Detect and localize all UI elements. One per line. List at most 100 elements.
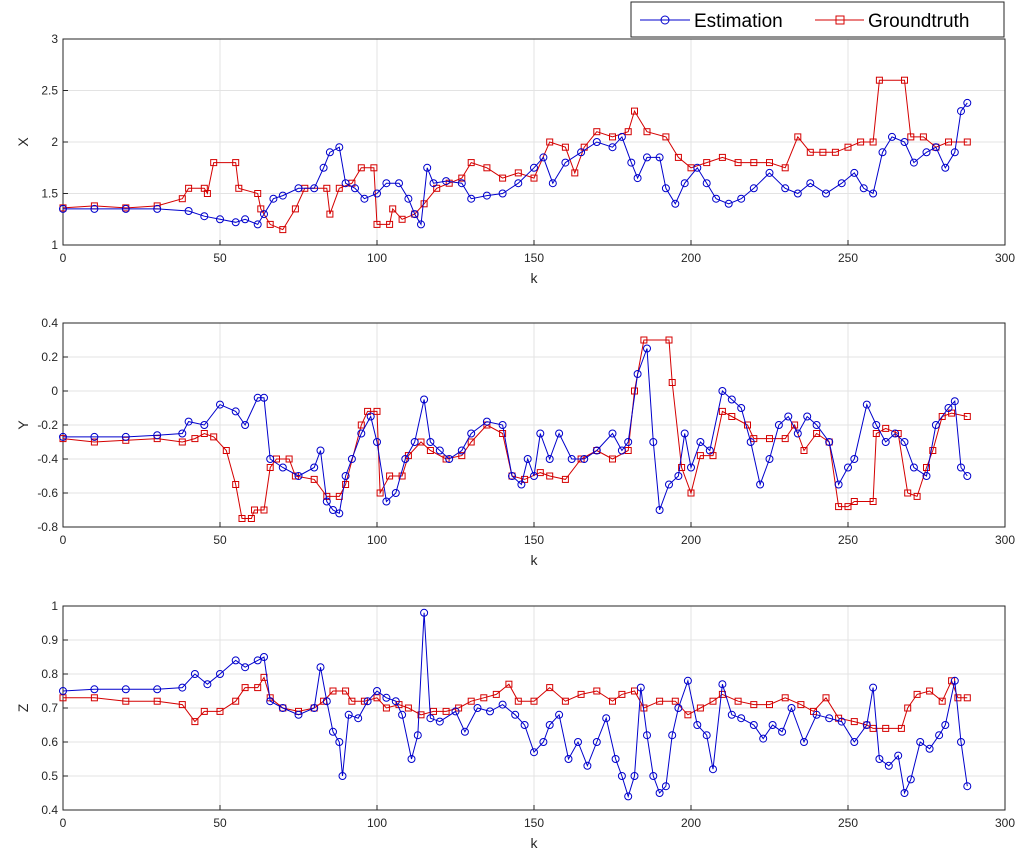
z-estimation-point: [850, 738, 859, 746]
y-groundtruth-point: [668, 379, 676, 386]
y-estimation-point: [266, 455, 275, 463]
x-estimation-point: [395, 179, 403, 188]
y-estimation-point: [765, 455, 774, 463]
x-estimation-point: [241, 215, 250, 224]
x-estimation-point: [963, 98, 972, 107]
z-estimation-point: [391, 697, 400, 706]
x-estimation-point: [749, 184, 758, 193]
x-estimation-point: [617, 132, 626, 141]
y-groundtruth-point: [850, 498, 858, 505]
x-groundtruth-point: [750, 159, 758, 167]
z-estimation-point: [530, 748, 538, 757]
x-groundtruth-point: [781, 164, 789, 172]
y-estimation-point: [774, 421, 783, 429]
legend: Estimation Groundtruth: [630, 1, 1005, 38]
z-estimation-point: [800, 738, 808, 746]
z-estimation-point: [190, 670, 199, 678]
y-estimation-point: [457, 446, 466, 455]
z-estimation-point: [935, 731, 944, 740]
y-estimation-point: [803, 412, 812, 421]
subplot-z: 0 50 100 150 200 250 300 0.4 0.5 0.6 0.7 0.8 0.9 1 k Z: [15, 599, 1015, 851]
z-estimation-point: [322, 697, 331, 706]
y-estimation-point: [90, 432, 99, 441]
y-estimation-point: [649, 438, 658, 446]
z-xtick-label: 0: [60, 816, 67, 830]
x-groundtruth-point: [907, 133, 915, 141]
x-estimation-point: [822, 189, 830, 198]
x-estimation-point: [850, 168, 859, 177]
z-estimation-point: [727, 710, 736, 719]
z-groundtruth-point: [122, 697, 130, 705]
x-groundtruth-point: [857, 138, 865, 146]
z-estimation-point: [153, 685, 162, 694]
z-groundtruth-point: [577, 690, 585, 698]
z-ytick-label: 0.6: [41, 735, 58, 749]
z-estimation-point: [310, 704, 319, 712]
z-groundtruth-line: [63, 676, 968, 729]
y-estimation-point: [844, 463, 852, 472]
z-groundtruth-point: [530, 697, 538, 705]
y-estimation-point: [793, 429, 802, 438]
y-estimation-point: [812, 421, 821, 429]
x-groundtruth-point: [398, 215, 406, 223]
x-ytick-label: 3: [51, 32, 58, 46]
y-groundtruth-point: [90, 438, 98, 446]
y-groundtruth-point: [913, 492, 921, 500]
x-xtick-label: 200: [681, 251, 701, 265]
z-estimation-point: [335, 738, 344, 746]
z-estimation-point: [655, 789, 664, 797]
x-groundtruth-point: [794, 133, 802, 141]
z-estimation-point: [511, 710, 520, 719]
y-groundtruth-point: [835, 503, 843, 511]
x-estimation-point: [693, 163, 702, 172]
y-estimation-point: [530, 472, 538, 480]
y-groundtruth-point: [781, 435, 789, 443]
x-groundtruth-point: [901, 76, 908, 84]
x-xlabel: k: [531, 270, 539, 286]
x-estimation-point: [661, 184, 670, 193]
x-estimation-point: [643, 153, 651, 162]
x-groundtruth-point: [819, 148, 827, 156]
x-estimation-point: [121, 204, 130, 213]
y-groundtruth-point: [872, 430, 880, 437]
y-groundtruth-point: [285, 455, 293, 463]
x-estimation-point: [278, 191, 287, 200]
y-groundtruth-point: [844, 503, 852, 511]
x-groundtruth-point: [546, 138, 554, 146]
z-groundtruth-point: [684, 711, 692, 719]
x-ytick-label: 1.5: [41, 187, 58, 201]
x-estimation-point: [671, 199, 680, 208]
y-ytick-label: -0.2: [37, 418, 58, 432]
z-groundtruth-point: [822, 694, 830, 702]
legend-groundtruth-label: Groundtruth: [868, 11, 969, 32]
z-estimation-point: [674, 704, 683, 712]
x-groundtruth-point: [631, 107, 638, 115]
x-estimation-point: [184, 207, 193, 215]
z-estimation-point: [231, 656, 240, 665]
y-estimation-point: [655, 506, 664, 514]
z-estimation-point: [203, 680, 212, 689]
x-estimation-point: [702, 179, 711, 188]
y-estimation-point: [467, 429, 476, 438]
x-estimation-point: [548, 179, 557, 188]
z-groundtruth-point: [442, 707, 450, 715]
z-groundtruth-point: [618, 690, 626, 698]
z-groundtruth-point: [750, 701, 758, 709]
z-estimation-point: [520, 721, 529, 729]
x-estimation-point: [325, 148, 334, 157]
y-groundtruth-point: [247, 515, 255, 522]
x-groundtruth-point: [499, 174, 507, 182]
x-estimation-point: [153, 204, 162, 213]
y-groundtruth-point: [260, 506, 268, 514]
y-estimation-point: [310, 463, 319, 472]
y-estimation-point: [184, 417, 193, 426]
x-estimation-point: [950, 148, 959, 157]
z-estimation-point: [759, 734, 768, 743]
y-estimation-line: [63, 348, 968, 515]
x-estimation-point: [781, 184, 790, 193]
y-estimation-point: [241, 421, 250, 429]
z-estimation-point: [702, 731, 711, 740]
y-xtick-label: 200: [681, 533, 701, 547]
z-groundtruth-point: [348, 697, 356, 705]
z-estimation-point: [539, 738, 548, 746]
